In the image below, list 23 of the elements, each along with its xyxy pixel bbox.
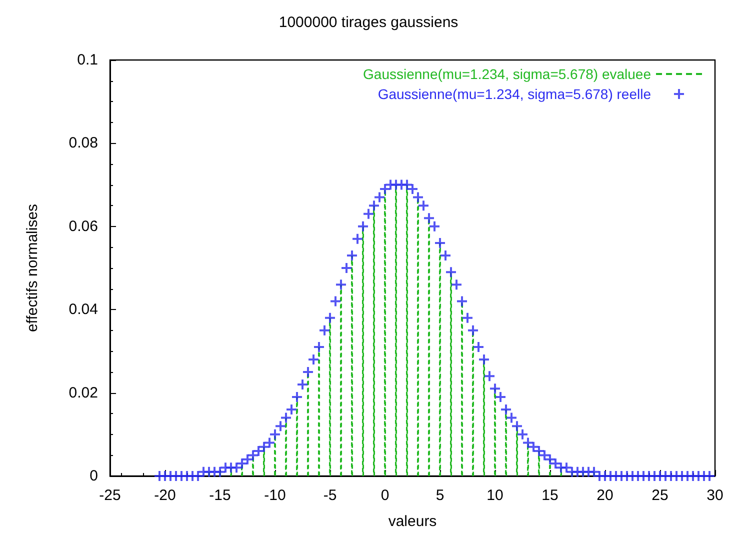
- x-tick-label: 25: [652, 487, 668, 504]
- x-tick-label: 0: [380, 487, 390, 504]
- y-tick-label: 0: [90, 468, 98, 484]
- y-tick-label: 0.02: [68, 384, 98, 402]
- chart-title: 1000000 tirages gaussiens: [278, 14, 458, 31]
- x-tick-label: 30: [706, 487, 724, 504]
- x-tick-label: -5: [323, 487, 337, 504]
- x-tick-label: -20: [154, 487, 176, 504]
- x-tick-label: 10: [486, 487, 504, 504]
- x-tick-label: 15: [542, 487, 558, 504]
- y-axis-title: effectifs normalises: [24, 204, 41, 332]
- x-tick-label: 20: [596, 487, 614, 504]
- x-tick-label: -15: [209, 487, 231, 504]
- y-tick-label: 0.04: [68, 301, 98, 318]
- y-tick-label: 0.08: [68, 134, 98, 152]
- x-tick-label: 5: [436, 487, 444, 504]
- legend-label: Gaussienne(mu=1.234, sigma=5.678) evaluee: [363, 66, 652, 82]
- legend-label: Gaussienne(mu=1.234, sigma=5.678) reelle: [378, 86, 652, 102]
- x-tick-label: -10: [264, 487, 286, 504]
- x-tick-label: -25: [99, 487, 121, 504]
- y-tick-label: 0.1: [77, 52, 98, 68]
- x-axis-title: valeurs: [388, 513, 437, 530]
- y-tick-label: 0.06: [68, 218, 98, 235]
